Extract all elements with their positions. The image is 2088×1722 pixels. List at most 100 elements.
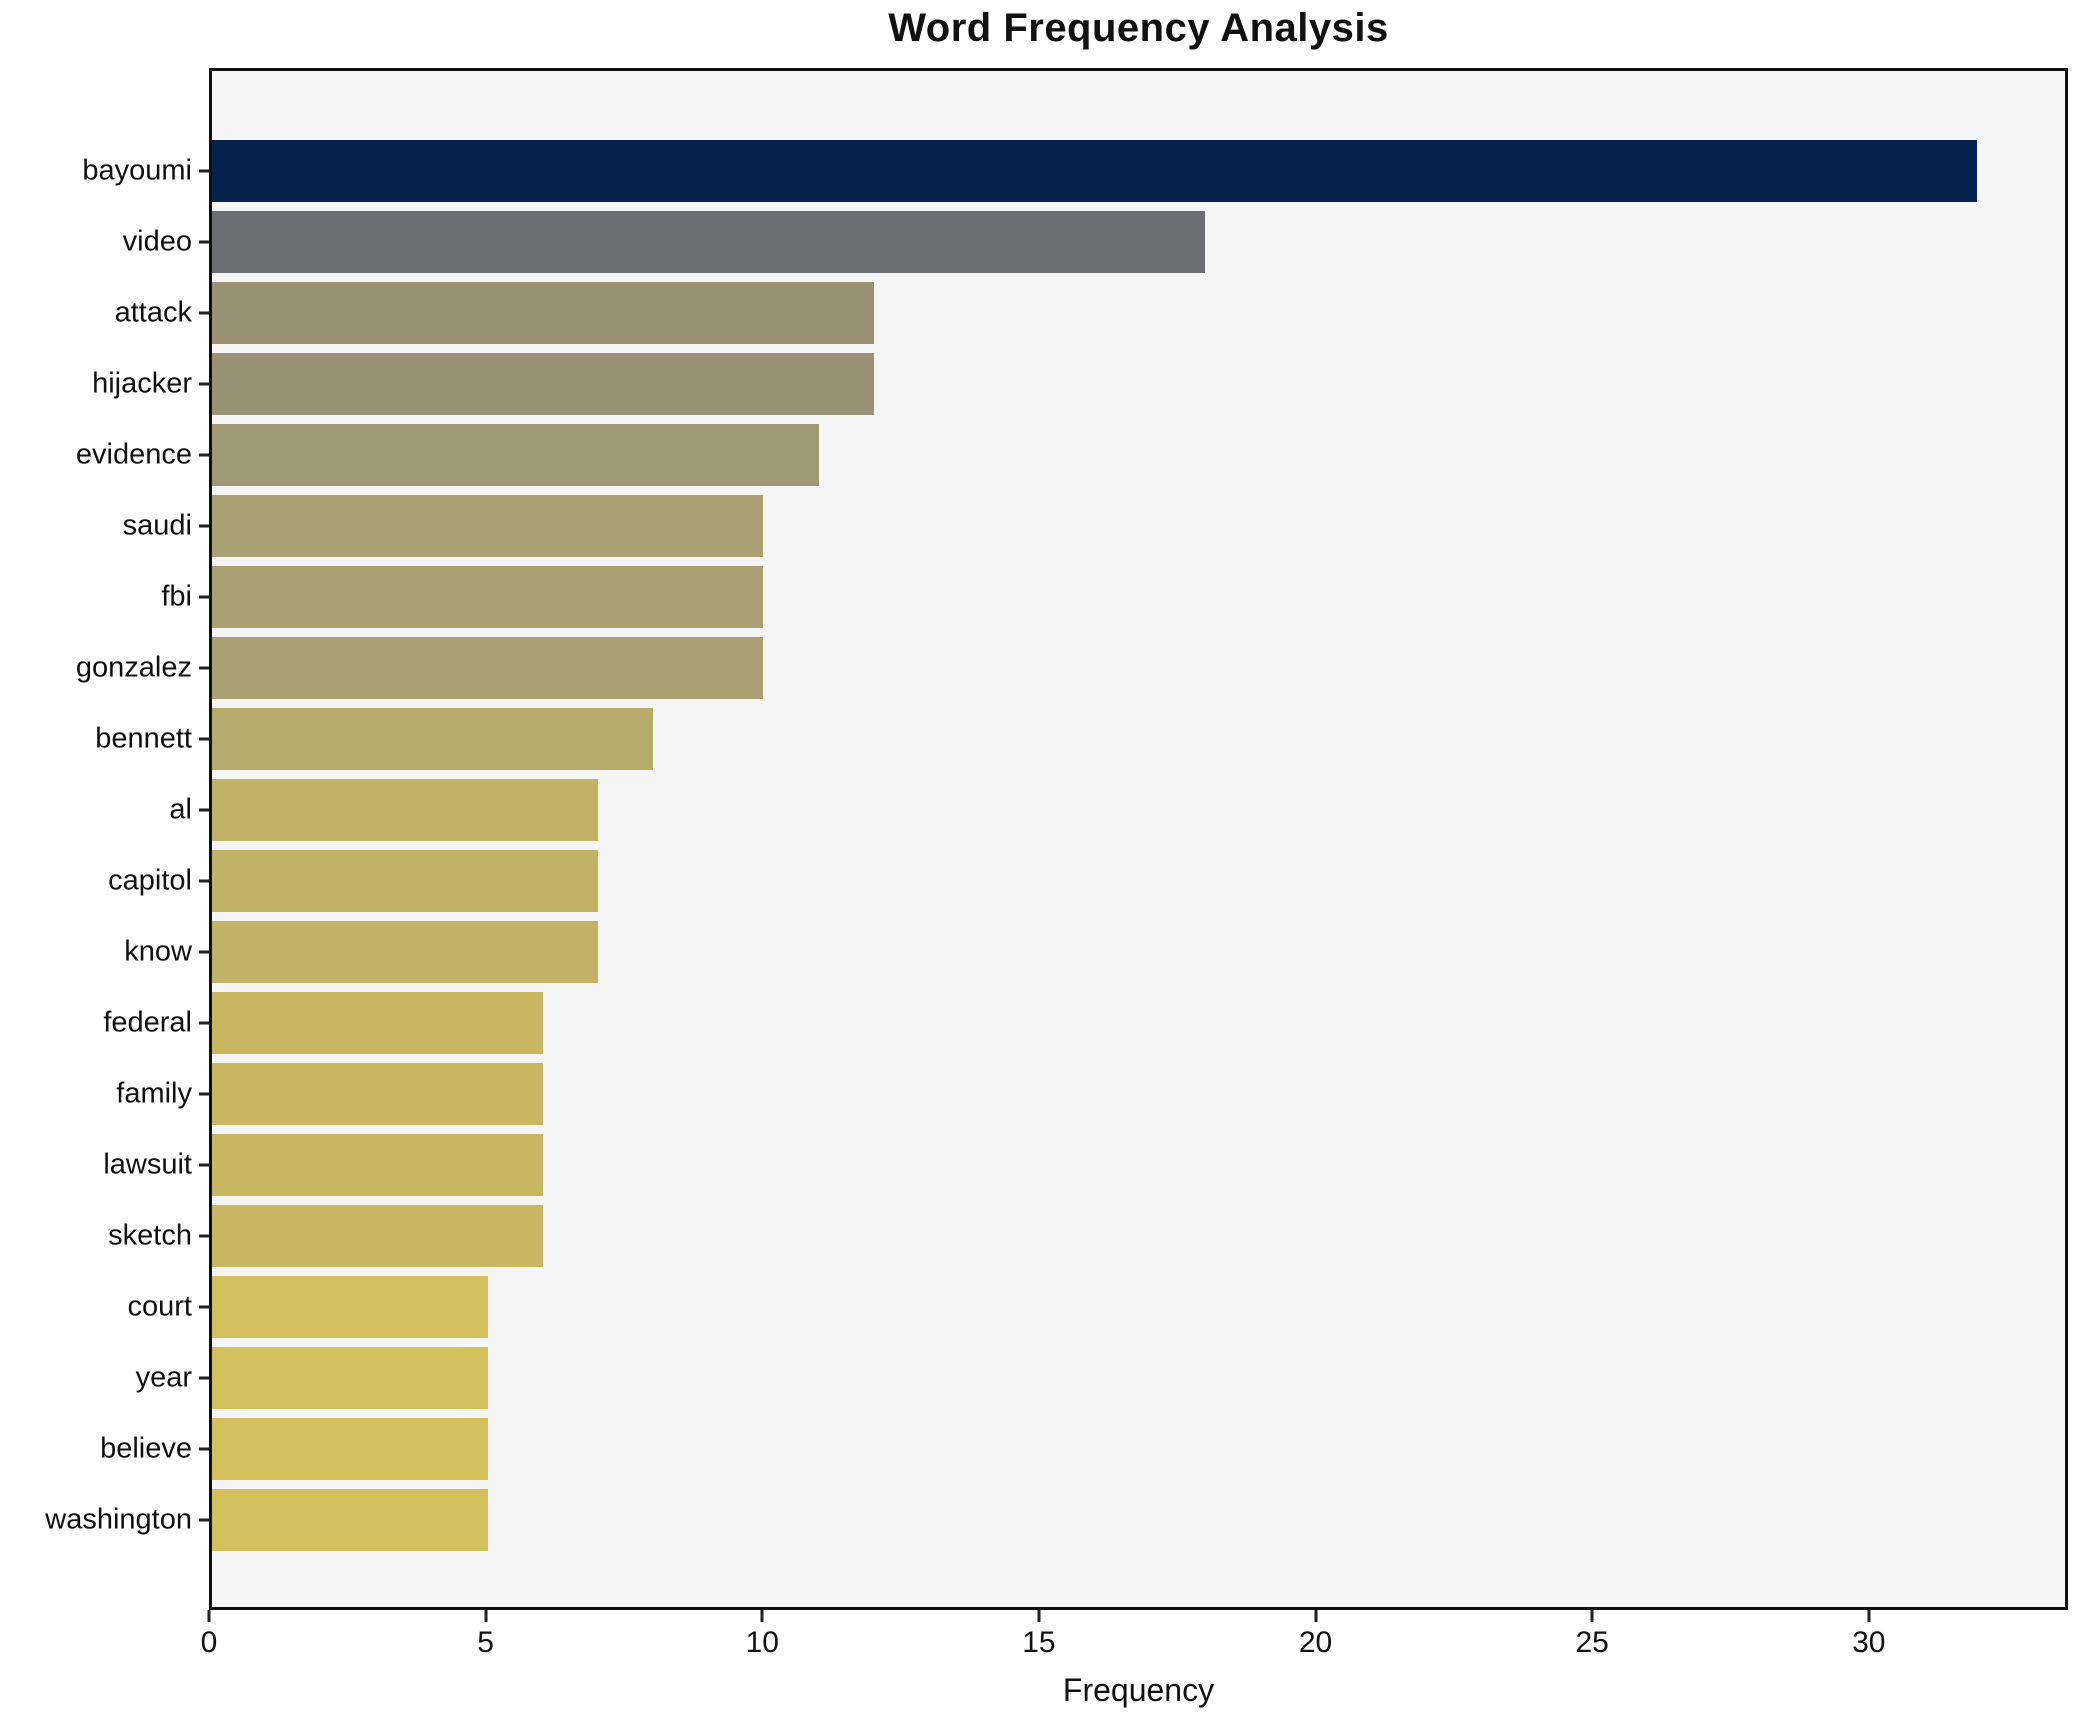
y-axis-label-bayoumi: bayoumi (82, 154, 192, 186)
bar-know (212, 920, 599, 983)
x-tick-mark (1867, 1610, 1871, 1622)
y-tick-mark (199, 311, 209, 314)
x-tick-label: 10 (745, 1626, 779, 1659)
x-tick-mark (1037, 1610, 1041, 1622)
y-axis-label-know: know (124, 935, 192, 967)
y-axis-label-capitol: capitol (108, 864, 192, 896)
bar-row: attack (115, 277, 2065, 348)
bar-row: bennett (95, 703, 2065, 774)
bar-row: fbi (161, 561, 2065, 632)
bar-row: lawsuit (103, 1129, 2065, 1200)
x-tick-label: 15 (1022, 1626, 1056, 1659)
bar-row: family (116, 1058, 2065, 1129)
bar-row: saudi (123, 490, 2065, 561)
y-tick-mark (199, 240, 209, 243)
y-tick-mark (199, 1447, 209, 1450)
y-tick-mark (199, 1518, 209, 1521)
y-axis-label-washington: washington (45, 1503, 192, 1535)
y-tick-mark (199, 1376, 209, 1379)
bar-row: al (169, 774, 2065, 845)
bar-fbi (212, 565, 764, 628)
y-axis-label-fbi: fbi (161, 580, 192, 612)
x-axis-title: Frequency (1062, 1672, 1215, 1708)
bar-row: washington (45, 1484, 2065, 1555)
chart-title: Word Frequency Analysis (888, 6, 1389, 50)
bar-sketch (212, 1204, 543, 1267)
bar-hijacker (212, 352, 874, 415)
bar-row: year (136, 1342, 2065, 1413)
y-tick-mark (199, 1021, 209, 1024)
plot-area: bayoumi video attack hijacker evidence saudi f… (45, 68, 2068, 1610)
bar-row: video (123, 206, 2065, 277)
bar-bennett (212, 707, 654, 770)
x-tick-mark (760, 1610, 764, 1622)
x-tick-mark (207, 1610, 211, 1622)
bar-al (212, 778, 599, 841)
bar-row: sketch (108, 1200, 2065, 1271)
x-tick-label: 25 (1575, 1626, 1609, 1659)
y-tick-mark (199, 950, 209, 953)
bar-row: federal (103, 987, 2065, 1058)
y-axis-label-gonzalez: gonzalez (75, 651, 192, 683)
bar-row: court (128, 1271, 2065, 1342)
y-axis-label-al: al (169, 793, 192, 825)
bar-row: capitol (108, 845, 2065, 916)
bar-bayoumi (212, 139, 1977, 202)
y-axis-label-believe: believe (100, 1432, 192, 1464)
y-axis-label-sketch: sketch (108, 1219, 192, 1251)
y-tick-mark (199, 453, 209, 456)
bar-family (212, 1062, 543, 1125)
y-tick-mark (199, 1234, 209, 1237)
x-tick-label: 20 (1298, 1626, 1333, 1659)
bar-saudi (212, 494, 764, 557)
bar-row: hijacker (92, 348, 2065, 419)
y-axis-label-federal: federal (103, 1006, 192, 1038)
bar-court (212, 1275, 488, 1338)
y-tick-mark (199, 737, 209, 740)
y-axis-label-family: family (116, 1077, 192, 1109)
x-tick-label: 0 (200, 1626, 218, 1659)
x-tick-mark (1314, 1610, 1318, 1622)
bar-capitol (212, 849, 599, 912)
bar-row: evidence (76, 419, 2065, 490)
y-tick-mark (199, 666, 209, 669)
y-tick-mark (199, 1092, 209, 1095)
y-tick-mark (199, 808, 209, 811)
x-tick-label: 5 (477, 1626, 494, 1659)
y-tick-mark (199, 595, 209, 598)
bar-row: gonzalez (76, 632, 2065, 703)
bar-believe (212, 1417, 488, 1480)
bar-row: believe (100, 1413, 2065, 1484)
y-axis-label-court: court (127, 1290, 192, 1322)
bar-gonzalez (212, 636, 764, 699)
bar-rows-container: bayoumi video attack hijacker evidence saudi f… (45, 71, 2065, 1607)
bar-row: know (124, 916, 2065, 987)
y-tick-mark (199, 169, 209, 172)
bar-lawsuit (212, 1133, 543, 1196)
bar-washington (212, 1488, 488, 1551)
bar-attack (212, 281, 874, 344)
y-axis-label-year: year (135, 1361, 192, 1393)
y-axis-label-saudi: saudi (122, 509, 192, 541)
bar-video (212, 210, 1205, 273)
y-axis-label-lawsuit: lawsuit (103, 1148, 192, 1180)
x-tick-mark (1590, 1610, 1594, 1622)
x-tick-mark (484, 1610, 488, 1622)
y-axis-label-bennett: bennett (95, 722, 192, 754)
bar-federal (212, 991, 543, 1054)
y-axis-label-attack: attack (114, 296, 192, 328)
y-tick-mark (199, 524, 209, 527)
bar-row: bayoumi (82, 135, 2065, 206)
y-tick-mark (199, 879, 209, 882)
bar-evidence (212, 423, 819, 486)
x-axis: 0 5 10 15 20 25 30 (201, 1610, 2068, 1680)
bar-year (212, 1346, 488, 1409)
y-tick-mark (199, 1163, 209, 1166)
y-axis-label-hijacker: hijacker (92, 367, 192, 399)
y-axis-label-video: video (122, 225, 192, 257)
y-tick-mark (199, 1305, 209, 1308)
y-tick-mark (199, 382, 209, 385)
y-axis-label-evidence: evidence (75, 438, 192, 470)
x-tick-label: 30 (1852, 1626, 1886, 1659)
